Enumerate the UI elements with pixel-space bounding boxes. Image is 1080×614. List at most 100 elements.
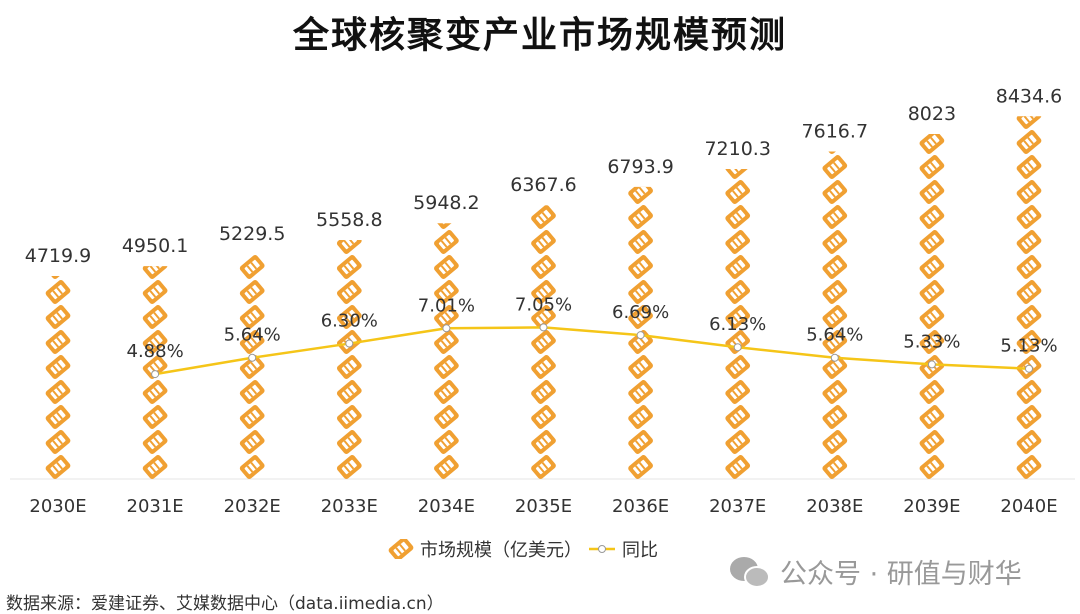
bar-tile	[528, 227, 559, 257]
line-point	[345, 339, 354, 348]
bar-tile	[723, 177, 753, 207]
bar-tile	[140, 427, 170, 457]
bar-tile	[1014, 202, 1044, 232]
bar-tile	[723, 452, 753, 479]
bar-tile	[626, 252, 656, 282]
bar-tile	[1014, 427, 1044, 457]
bar-tile	[723, 352, 753, 382]
bar-tile	[1014, 302, 1044, 332]
x-tick-label: 2030E	[29, 496, 86, 517]
bar-tile	[334, 427, 364, 457]
bar-tile	[917, 402, 947, 432]
bar-tile	[334, 377, 364, 407]
x-tick-label: 2036E	[612, 496, 669, 517]
legend-bar-label: 市场规模（亿美元）	[420, 540, 582, 561]
bar-tile	[43, 427, 73, 457]
bar-tile	[237, 254, 267, 282]
line-value-label: 5.64%	[806, 325, 863, 346]
bar-tile	[431, 452, 461, 479]
bar-tile	[820, 202, 850, 232]
bar-tile	[917, 277, 947, 307]
bar-value-label: 8023	[908, 103, 956, 125]
bar-tile	[528, 452, 559, 479]
bar-tile	[917, 302, 947, 332]
bar-tile	[237, 427, 267, 457]
legend: 市场规模（亿美元） 同比	[388, 536, 658, 562]
bar-tile	[1014, 116, 1044, 132]
chart-title: 全球核聚变产业市场规模预测	[292, 15, 787, 56]
bar-tile	[1014, 377, 1044, 407]
bar-tile	[917, 152, 947, 182]
bar-2033E	[334, 239, 364, 479]
bar-tile	[917, 134, 947, 157]
line-value-label: 6.13%	[709, 314, 766, 335]
bar-2036E	[626, 186, 656, 479]
bar-tile	[917, 427, 947, 457]
bar-value-label: 6793.9	[607, 156, 673, 178]
bar-tile	[917, 177, 947, 207]
bar-tile	[140, 402, 170, 432]
bar-tile	[140, 302, 170, 332]
bar-value-label: 8434.6	[996, 85, 1062, 107]
bar-2030E	[43, 276, 73, 480]
bar-tile	[820, 427, 850, 457]
bar-tile	[334, 252, 364, 282]
bar-tile	[1014, 252, 1044, 282]
bar-tile	[820, 177, 850, 207]
bar-tile	[528, 377, 559, 407]
bar-value-label: 7616.7	[802, 120, 868, 142]
bar-tile	[431, 402, 461, 432]
bar-tile	[431, 227, 461, 257]
bar-tile	[820, 452, 850, 479]
bar-tile	[626, 352, 656, 382]
bar-tile	[140, 277, 170, 307]
line-point	[539, 323, 548, 332]
bar-tile	[431, 377, 461, 407]
bar-tile	[626, 427, 656, 457]
bar-tile	[237, 277, 267, 307]
bar-tile	[431, 252, 461, 282]
bar-2031E	[140, 266, 170, 479]
bar-2034E	[431, 223, 461, 479]
legend-bar-icon	[388, 539, 414, 559]
bar-tile	[626, 377, 656, 407]
bar-tile	[723, 202, 753, 232]
watermark: 公众号 · 研值与财华	[728, 552, 1022, 591]
bar-tile	[626, 186, 656, 207]
bar-tile	[43, 277, 73, 307]
bar-tile	[43, 402, 73, 432]
bar-tile	[140, 452, 170, 479]
line-point	[636, 331, 645, 340]
line-value-label: 7.01%	[418, 295, 475, 316]
bar-tile	[626, 202, 656, 232]
bar-tile	[626, 227, 656, 257]
bar-tile	[917, 252, 947, 282]
bar-tile	[820, 277, 850, 307]
bar-2040E	[1014, 116, 1044, 480]
legend-line-label: 同比	[622, 540, 658, 561]
bar-tile	[917, 227, 947, 257]
bar-tile	[626, 452, 656, 479]
x-tick-label: 2037E	[709, 496, 766, 517]
bar-tile	[237, 402, 267, 432]
bar-tile	[723, 377, 753, 407]
line-value-label: 6.30%	[321, 311, 378, 332]
bar-tile	[1014, 177, 1044, 207]
bar-tile	[723, 402, 753, 432]
x-tick-label: 2039E	[903, 496, 960, 517]
bar-tile	[723, 427, 753, 457]
bar-tile	[334, 352, 364, 382]
bar-tile	[528, 205, 559, 232]
line-series	[154, 326, 1030, 376]
line-point	[927, 360, 936, 369]
bar-tile	[917, 377, 947, 407]
line-value-label: 5.33%	[903, 331, 960, 352]
bar-tile	[528, 327, 559, 357]
legend-line-icon	[589, 545, 615, 553]
bar-tile	[43, 377, 73, 407]
bar-tile	[528, 427, 559, 457]
x-tick-label: 2040E	[1000, 496, 1057, 517]
bar-tile	[820, 252, 850, 282]
bar-value-label: 4950.1	[122, 235, 188, 257]
